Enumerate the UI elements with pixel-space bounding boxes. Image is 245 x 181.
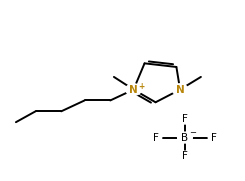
- Text: N: N: [176, 85, 184, 95]
- Circle shape: [179, 115, 191, 124]
- Text: B: B: [181, 132, 189, 143]
- Text: F: F: [153, 132, 159, 143]
- Circle shape: [208, 133, 220, 142]
- Text: F: F: [211, 132, 217, 143]
- Circle shape: [172, 84, 188, 95]
- Circle shape: [179, 151, 191, 160]
- Circle shape: [149, 133, 162, 142]
- Circle shape: [178, 132, 192, 143]
- Text: F: F: [182, 151, 188, 161]
- Text: +: +: [138, 82, 144, 91]
- Circle shape: [126, 84, 141, 95]
- Text: F: F: [182, 114, 188, 125]
- Text: −: −: [189, 129, 196, 138]
- Text: N: N: [129, 85, 138, 95]
